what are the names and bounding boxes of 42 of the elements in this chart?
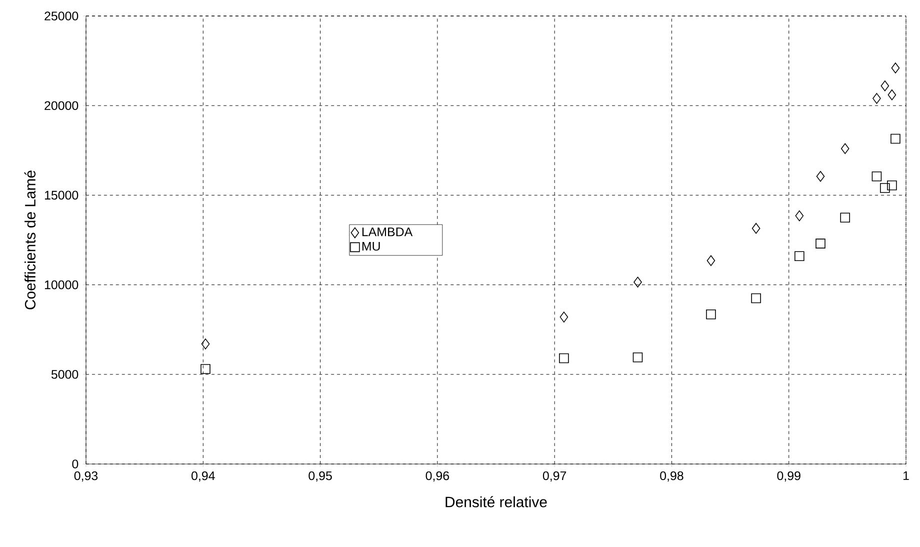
point bbox=[751, 293, 761, 304]
x-tick-label: 0,93 bbox=[74, 471, 98, 482]
y-tick-label: 5000 bbox=[51, 370, 78, 379]
legend-label: LAMBDA bbox=[362, 228, 413, 236]
point bbox=[632, 352, 643, 362]
point bbox=[880, 183, 890, 193]
point bbox=[560, 312, 568, 322]
x-tick-label: 0,96 bbox=[426, 471, 449, 482]
point bbox=[201, 338, 210, 350]
point bbox=[795, 210, 804, 222]
point bbox=[634, 276, 642, 288]
point bbox=[888, 89, 896, 100]
point bbox=[816, 170, 825, 182]
y-tick-label: 10000 bbox=[44, 280, 78, 290]
point bbox=[891, 62, 900, 74]
y-axis-title: Coefficients de Lamé bbox=[24, 170, 36, 310]
x-tick-label: 0,95 bbox=[308, 471, 332, 482]
point bbox=[200, 364, 210, 374]
point bbox=[872, 93, 881, 104]
legend-label: MU bbox=[362, 242, 380, 251]
x-tick-label: 1 bbox=[903, 471, 909, 480]
x-tick-label: 0,94 bbox=[192, 471, 215, 482]
y-tick-label: 15000 bbox=[44, 190, 78, 200]
point bbox=[840, 143, 850, 154]
point bbox=[840, 212, 850, 222]
point bbox=[752, 222, 760, 234]
point bbox=[890, 134, 900, 144]
point bbox=[559, 353, 569, 364]
x-tick-label: 0,97 bbox=[542, 471, 566, 482]
point bbox=[880, 80, 890, 92]
y-tick-label: 25000 bbox=[44, 12, 78, 20]
point bbox=[706, 255, 716, 266]
point bbox=[816, 238, 826, 248]
y-tick-label: 20000 bbox=[44, 101, 78, 110]
x-axis-title: Densité relative bbox=[446, 496, 547, 508]
y-tick-label: 0 bbox=[72, 460, 78, 468]
x-tick-label: 0,98 bbox=[660, 471, 684, 482]
point bbox=[794, 251, 804, 262]
point bbox=[872, 171, 882, 182]
point bbox=[706, 309, 716, 320]
x-tick-label: 0,99 bbox=[777, 471, 800, 482]
point bbox=[887, 180, 897, 190]
